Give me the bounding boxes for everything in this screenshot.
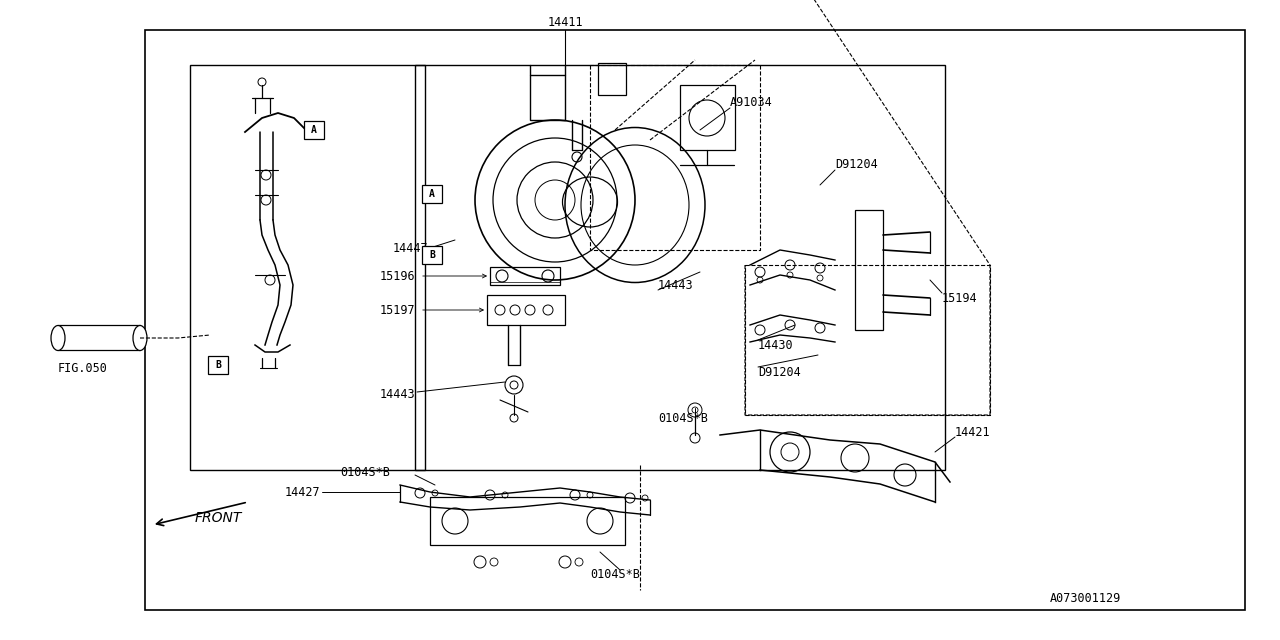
Bar: [430, 497, 625, 545]
Bar: [490, 267, 561, 285]
Text: 0104S*B: 0104S*B: [590, 568, 640, 582]
Text: 14443: 14443: [658, 278, 694, 291]
Bar: [145, 30, 1245, 610]
Bar: [486, 295, 564, 325]
Text: 14430: 14430: [758, 339, 794, 351]
Text: D91204: D91204: [835, 157, 878, 170]
FancyBboxPatch shape: [209, 356, 228, 374]
FancyBboxPatch shape: [305, 121, 324, 139]
Text: 14447: 14447: [393, 241, 428, 255]
Bar: [415, 65, 945, 470]
FancyBboxPatch shape: [422, 185, 442, 203]
Bar: [598, 63, 626, 95]
Text: B: B: [215, 360, 221, 370]
Text: A91034: A91034: [730, 95, 773, 109]
Text: A073001129: A073001129: [1050, 591, 1121, 605]
Text: 0104S*B: 0104S*B: [340, 465, 390, 479]
Text: FIG.050: FIG.050: [58, 362, 108, 374]
Text: 15197: 15197: [379, 303, 415, 317]
Text: B: B: [429, 250, 435, 260]
Text: 15194: 15194: [942, 291, 978, 305]
Text: A: A: [311, 125, 317, 135]
Circle shape: [509, 414, 518, 422]
Text: 0104S*B: 0104S*B: [658, 412, 708, 424]
FancyBboxPatch shape: [422, 246, 442, 264]
Bar: [855, 210, 883, 330]
Text: 14427: 14427: [284, 486, 320, 499]
Bar: [530, 75, 564, 120]
Text: FRONT: FRONT: [195, 511, 242, 525]
Text: D91204: D91204: [758, 365, 801, 378]
Ellipse shape: [51, 326, 65, 351]
Text: 14421: 14421: [955, 426, 991, 438]
Bar: [680, 85, 735, 150]
Text: 15196: 15196: [379, 269, 415, 282]
Text: A: A: [429, 189, 435, 199]
Bar: [58, 325, 140, 350]
Circle shape: [690, 433, 700, 443]
Bar: [189, 65, 425, 470]
Text: 14443: 14443: [379, 388, 415, 401]
Text: 14411: 14411: [547, 15, 582, 29]
Ellipse shape: [133, 326, 147, 351]
